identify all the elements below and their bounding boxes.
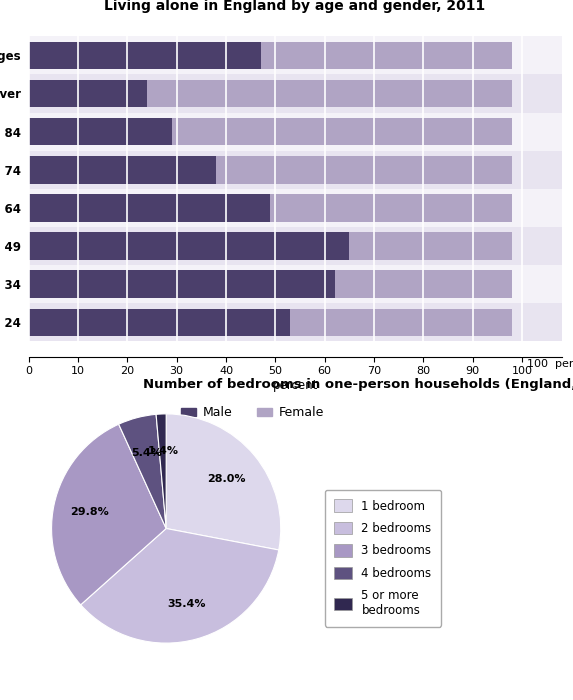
Bar (261, 41, 512, 69)
Bar (29, 189, 562, 227)
Bar (29, 227, 562, 265)
Bar (29, 150, 562, 189)
Wedge shape (166, 414, 281, 550)
Bar (335, 270, 512, 298)
Bar (29, 309, 290, 336)
Text: Number of bedrooms in one-person households (England, 2011): Number of bedrooms in one-person househo… (143, 378, 573, 391)
Bar (29, 194, 270, 222)
Bar (147, 80, 512, 107)
Text: 100  percent: 100 percent (527, 359, 573, 370)
Bar (270, 194, 512, 222)
Wedge shape (52, 424, 166, 605)
Bar (290, 309, 512, 336)
Bar (29, 265, 562, 303)
Title: Living alone in England by age and gender, 2011: Living alone in England by age and gende… (104, 0, 486, 13)
Text: 29.8%: 29.8% (70, 508, 109, 517)
X-axis label: percent: percent (272, 379, 318, 392)
Bar (172, 118, 512, 146)
Wedge shape (81, 528, 278, 643)
Text: 35.4%: 35.4% (168, 598, 206, 608)
Bar (29, 41, 261, 69)
Bar (29, 74, 562, 113)
Legend: 1 bedroom, 2 bedrooms, 3 bedrooms, 4 bedrooms, 5 or more
bedrooms: 1 bedroom, 2 bedrooms, 3 bedrooms, 4 bed… (325, 490, 441, 626)
Bar (29, 156, 216, 183)
Bar (29, 36, 562, 74)
Bar (350, 232, 512, 260)
Text: 5.4%: 5.4% (131, 448, 162, 458)
Bar (29, 118, 172, 146)
Bar (29, 232, 350, 260)
Bar (29, 80, 147, 107)
Text: 1.4%: 1.4% (147, 446, 178, 456)
Legend: Male, Female: Male, Female (176, 401, 329, 424)
Text: 28.0%: 28.0% (207, 474, 245, 484)
Bar (29, 270, 335, 298)
Bar (29, 113, 562, 150)
Bar (29, 303, 562, 342)
Bar (216, 156, 512, 183)
Wedge shape (119, 414, 166, 528)
Wedge shape (156, 414, 166, 528)
